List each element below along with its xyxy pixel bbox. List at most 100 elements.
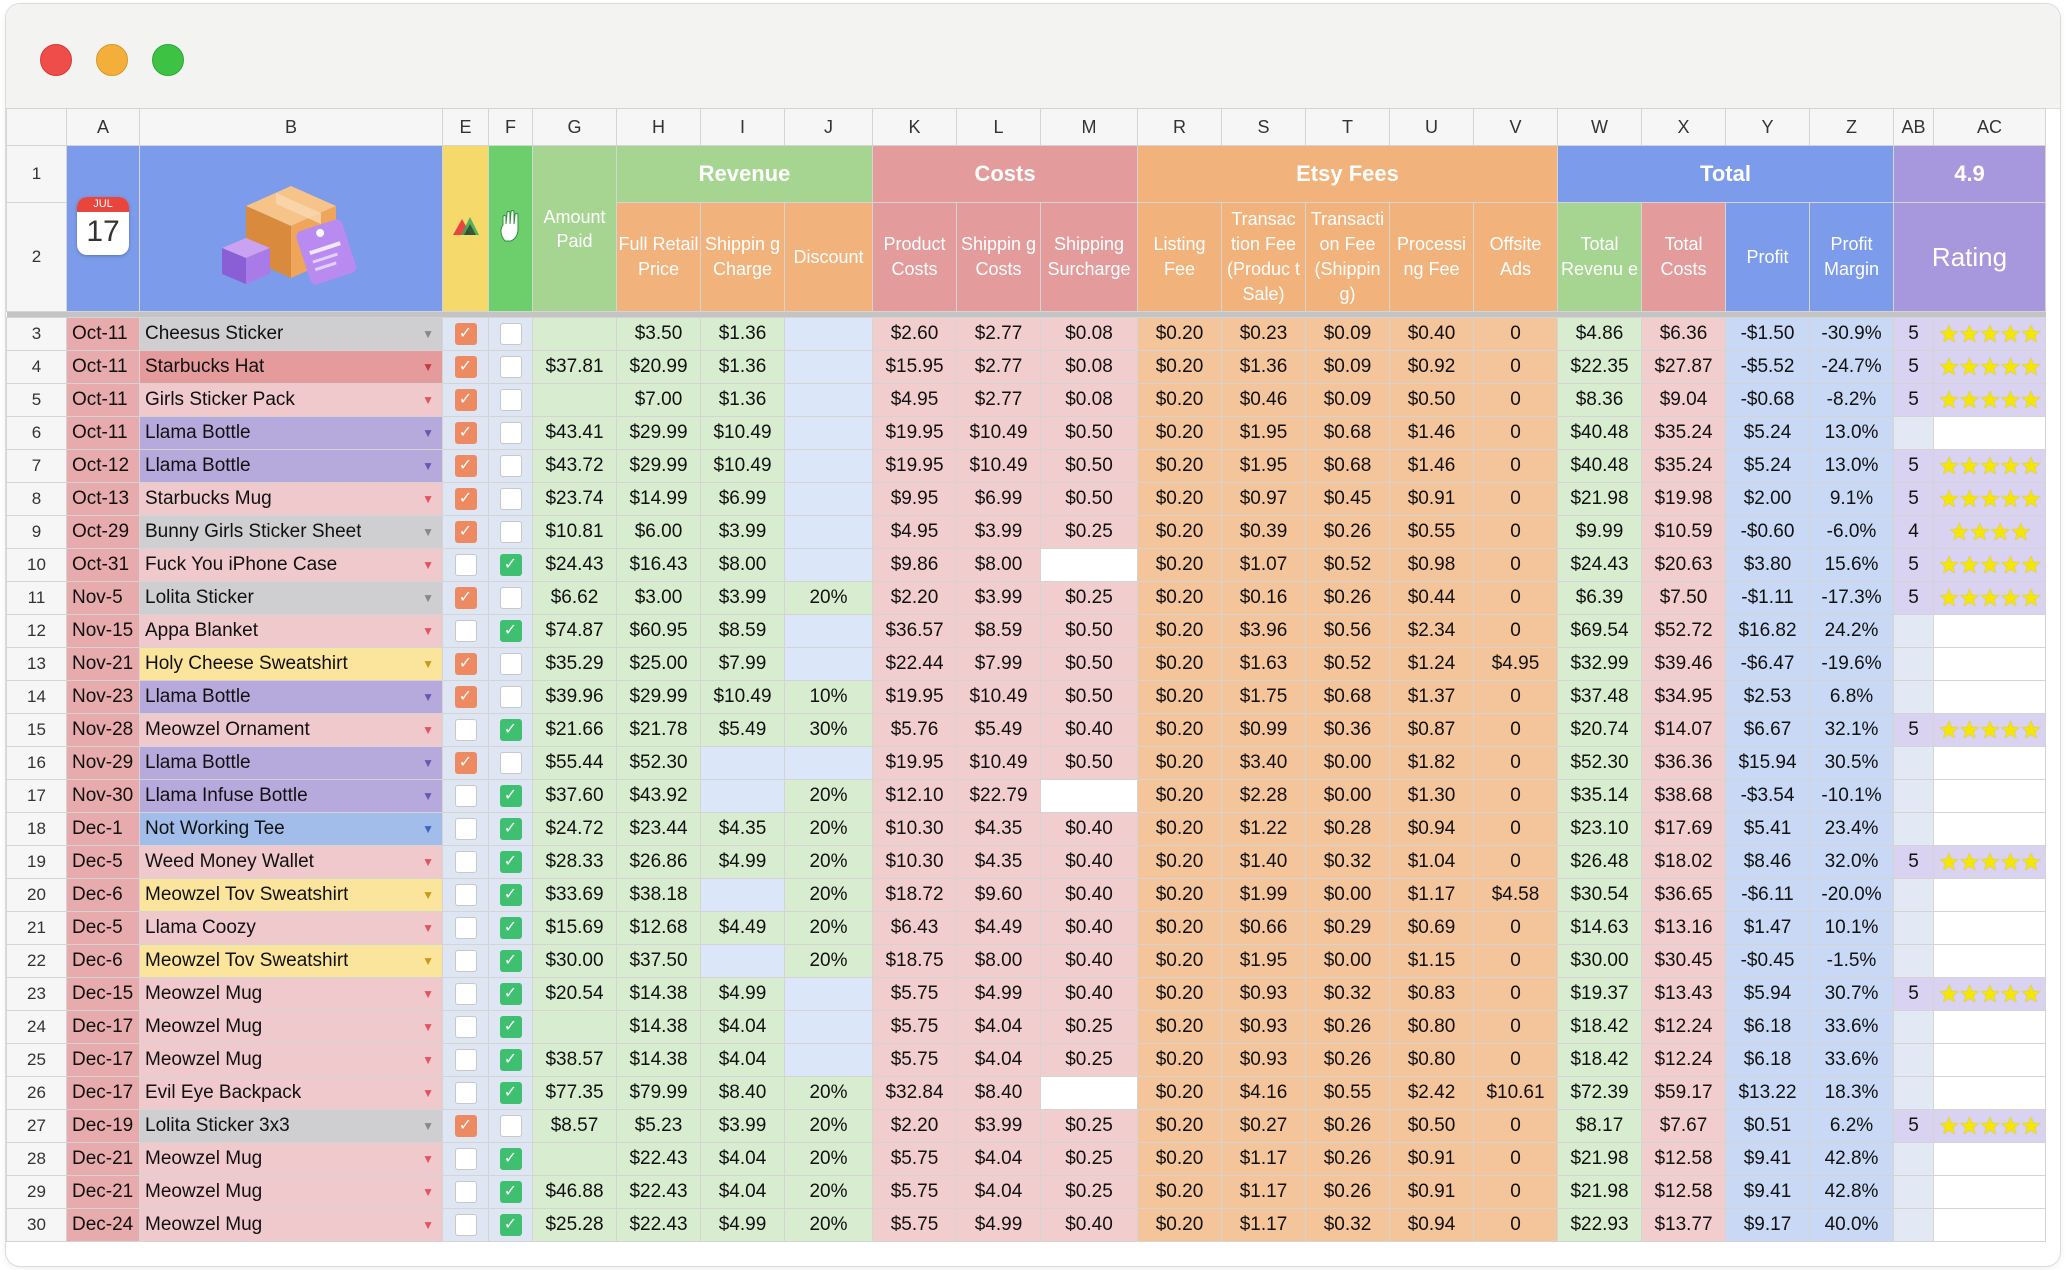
shipping-charge-cell[interactable]: $8.40	[700, 1076, 785, 1110]
shipping-costs-cell[interactable]: $4.04	[956, 1142, 1041, 1176]
offsite-ads-cell[interactable]: $4.95	[1473, 647, 1558, 681]
listing-fee-cell[interactable]: $0.20	[1137, 713, 1222, 747]
total-revenue-cell[interactable]: $37.48	[1557, 680, 1642, 714]
total-costs-cell[interactable]: $19.98	[1641, 482, 1726, 516]
transaction-fee-product-cell[interactable]: $1.36	[1221, 350, 1306, 384]
product-costs-cell[interactable]: $4.95	[872, 383, 957, 417]
product-name-cell[interactable]: Meowzel Mug ▼	[139, 1142, 443, 1176]
date-cell[interactable]: Nov-21	[66, 647, 140, 681]
etsy-checkbox[interactable]	[454, 784, 477, 807]
other-checkbox[interactable]: ✓	[499, 1213, 522, 1236]
profit-margin-cell[interactable]: -8.2%	[1809, 383, 1894, 417]
total-revenue-cell[interactable]: $40.48	[1557, 449, 1642, 483]
date-cell[interactable]: Nov-28	[66, 713, 140, 747]
product-costs-cell[interactable]: $19.95	[872, 746, 957, 780]
rating-score-cell[interactable]	[1893, 416, 1934, 450]
total-costs-cell[interactable]: $17.69	[1641, 812, 1726, 846]
total-costs-cell[interactable]: $12.58	[1641, 1142, 1726, 1176]
discount-cell[interactable]: 20%	[784, 878, 873, 912]
product-name-cell[interactable]: Starbucks Hat ▼	[139, 350, 443, 384]
shipping-charge-cell[interactable]: $6.99	[700, 482, 785, 516]
processing-fee-cell[interactable]: $0.50	[1389, 1109, 1474, 1143]
etsy-checkbox[interactable]	[454, 916, 477, 939]
rating-score-cell[interactable]: 5	[1893, 383, 1934, 417]
profit-cell[interactable]: $6.18	[1725, 1043, 1810, 1077]
shipping-charge-cell[interactable]: $1.36	[700, 317, 785, 351]
shipping-surcharge-cell[interactable]	[1040, 1076, 1138, 1110]
rating-score-cell[interactable]	[1893, 878, 1934, 912]
date-cell[interactable]: Nov-15	[66, 614, 140, 648]
dropdown-arrow-icon[interactable]: ▼	[422, 822, 434, 836]
dropdown-arrow-icon[interactable]: ▼	[422, 1218, 434, 1232]
discount-cell[interactable]	[784, 350, 873, 384]
shipping-costs-cell[interactable]: $4.35	[956, 845, 1041, 879]
listing-fee-cell[interactable]: $0.20	[1137, 317, 1222, 351]
rating-score-cell[interactable]	[1893, 1010, 1934, 1044]
shipping-costs-cell[interactable]: $3.99	[956, 515, 1041, 549]
dropdown-arrow-icon[interactable]: ▼	[422, 657, 434, 671]
processing-fee-cell[interactable]: $0.80	[1389, 1043, 1474, 1077]
shipping-surcharge-cell[interactable]: $0.40	[1040, 713, 1138, 747]
transaction-fee-product-cell[interactable]: $1.95	[1221, 416, 1306, 450]
full-retail-price-cell[interactable]: $22.43	[616, 1175, 701, 1209]
processing-fee-cell[interactable]: $2.34	[1389, 614, 1474, 648]
column-letter[interactable]: I	[700, 108, 785, 146]
profit-margin-cell[interactable]: 40.0%	[1809, 1208, 1894, 1242]
rating-score-cell[interactable]: 5	[1893, 449, 1934, 483]
shipping-surcharge-cell[interactable]: $0.40	[1040, 911, 1138, 945]
transaction-fee-shipping-cell[interactable]: $0.26	[1305, 1109, 1390, 1143]
transaction-fee-product-cell[interactable]: $1.17	[1221, 1175, 1306, 1209]
star-rating-cell[interactable]	[1933, 878, 2046, 912]
dropdown-arrow-icon[interactable]: ▼	[422, 888, 434, 902]
star-rating-cell[interactable]	[1933, 614, 2046, 648]
shipping-costs-cell[interactable]: $8.59	[956, 614, 1041, 648]
total-costs-cell[interactable]: $12.24	[1641, 1010, 1726, 1044]
full-retail-price-cell[interactable]: $29.99	[616, 680, 701, 714]
dropdown-arrow-icon[interactable]: ▼	[422, 591, 434, 605]
product-name-cell[interactable]: Meowzel Tov Sweatshirt ▼	[139, 878, 443, 912]
processing-fee-cell[interactable]: $0.83	[1389, 977, 1474, 1011]
amount-paid-cell[interactable]: $15.69	[532, 911, 617, 945]
total-revenue-cell[interactable]: $22.93	[1557, 1208, 1642, 1242]
processing-fee-cell[interactable]: $0.98	[1389, 548, 1474, 582]
etsy-checkbox[interactable]: ✓	[454, 454, 477, 477]
row-number[interactable]: 16	[6, 746, 67, 780]
rating-score-cell[interactable]	[1893, 779, 1934, 813]
profit-margin-cell[interactable]: 15.6%	[1809, 548, 1894, 582]
profit-cell[interactable]: $6.67	[1725, 713, 1810, 747]
shipping-surcharge-cell[interactable]: $0.50	[1040, 416, 1138, 450]
other-checkbox[interactable]	[499, 586, 522, 609]
total-costs-cell[interactable]: $30.45	[1641, 944, 1726, 978]
column-letter[interactable]: F	[488, 108, 533, 146]
processing-fee-cell[interactable]: $1.04	[1389, 845, 1474, 879]
shipping-costs-cell[interactable]: $10.49	[956, 416, 1041, 450]
offsite-ads-cell[interactable]: 0	[1473, 515, 1558, 549]
transaction-fee-product-cell[interactable]: $1.95	[1221, 449, 1306, 483]
shipping-surcharge-cell[interactable]: $0.25	[1040, 1010, 1138, 1044]
product-name-cell[interactable]: Lolita Sticker ▼	[139, 581, 443, 615]
total-costs-cell[interactable]: $13.77	[1641, 1208, 1726, 1242]
product-costs-cell[interactable]: $36.57	[872, 614, 957, 648]
total-costs-cell[interactable]: $52.72	[1641, 614, 1726, 648]
etsy-checkbox[interactable]: ✓	[454, 751, 477, 774]
date-cell[interactable]: Oct-29	[66, 515, 140, 549]
amount-paid-cell[interactable]: $10.81	[532, 515, 617, 549]
processing-fee-cell[interactable]: $0.87	[1389, 713, 1474, 747]
transaction-fee-product-cell[interactable]: $1.17	[1221, 1208, 1306, 1242]
other-checkbox[interactable]: ✓	[499, 619, 522, 642]
dropdown-arrow-icon[interactable]: ▼	[422, 558, 434, 572]
listing-fee-cell[interactable]: $0.20	[1137, 944, 1222, 978]
other-checkbox[interactable]: ✓	[499, 1081, 522, 1104]
row-number[interactable]: 17	[6, 779, 67, 813]
total-costs-cell[interactable]: $10.59	[1641, 515, 1726, 549]
profit-cell[interactable]: -$6.11	[1725, 878, 1810, 912]
transaction-fee-product-cell[interactable]: $1.75	[1221, 680, 1306, 714]
row-number[interactable]: 21	[6, 911, 67, 945]
row-number[interactable]: 26	[6, 1076, 67, 1110]
profit-margin-cell[interactable]: 30.7%	[1809, 977, 1894, 1011]
row-number[interactable]: 30	[6, 1208, 67, 1242]
amount-paid-cell[interactable]: $8.57	[532, 1109, 617, 1143]
product-name-cell[interactable]: Llama Bottle ▼	[139, 416, 443, 450]
total-costs-cell[interactable]: $13.16	[1641, 911, 1726, 945]
transaction-fee-shipping-cell[interactable]: $0.56	[1305, 614, 1390, 648]
